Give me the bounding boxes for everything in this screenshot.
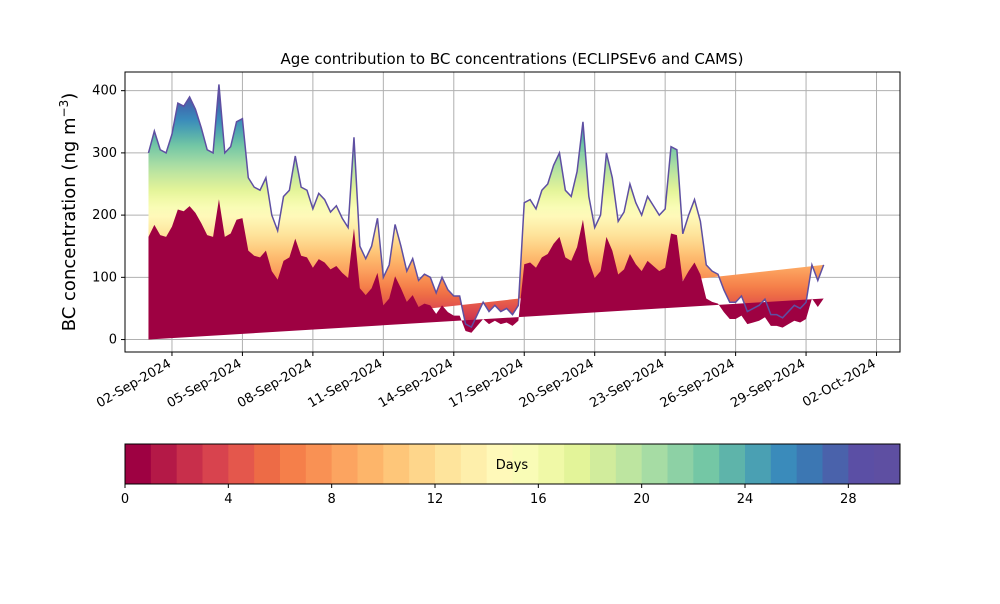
colorbar-swatch <box>305 444 333 484</box>
colorbar-swatch <box>150 444 178 484</box>
y-tick-label: 400 <box>92 84 117 99</box>
x-tick-label: 11-Sep-2024 <box>306 356 386 411</box>
colorbar-tick-label: 20 <box>633 492 650 507</box>
x-tick-label: 05-Sep-2024 <box>165 356 245 411</box>
colorbar-swatch <box>641 444 668 484</box>
colorbar-swatch <box>848 444 875 484</box>
x-tick-label: 14-Sep-2024 <box>376 356 456 411</box>
colorbar-tick-label: 28 <box>840 492 857 507</box>
y-tick-label: 200 <box>92 208 117 223</box>
area-age-0-day <box>148 199 824 340</box>
x-tick-label: 17-Sep-2024 <box>446 356 526 411</box>
colorbar-swatch <box>512 444 539 484</box>
area-layer <box>147 84 825 340</box>
colorbar-swatch <box>796 444 823 484</box>
area-top-edge <box>147 84 825 329</box>
x-tick-label: 02-Sep-2024 <box>94 356 174 411</box>
y-axis-label: BC concentration (ng m−3) <box>57 93 80 332</box>
x-tick-label: 08-Sep-2024 <box>235 356 315 411</box>
colorbar-swatch <box>770 444 798 484</box>
colorbar-swatch <box>331 444 358 484</box>
plot-frame <box>124 71 901 353</box>
colorbar-tick-label: 16 <box>530 492 547 507</box>
colorbar-swatch <box>693 444 720 484</box>
x-tick-label: 23-Sep-2024 <box>587 356 667 411</box>
colorbar-swatch <box>202 444 229 484</box>
colorbar-swatch <box>409 444 436 484</box>
colorbar-swatch <box>538 444 565 484</box>
colorbar-swatch <box>745 444 772 484</box>
x-tick-label: 02-Oct-2024 <box>800 356 878 410</box>
colorbar-swatch <box>874 444 901 484</box>
colorbar-tick-label: 8 <box>328 492 336 507</box>
colorbar-swatch <box>564 444 591 484</box>
colorbar-swatch <box>486 444 513 484</box>
x-tick-label: 26-Sep-2024 <box>658 356 738 411</box>
colorbar: 0 4 8 12 16 20 24 28 <box>121 443 901 507</box>
colorbar-frame <box>124 443 901 485</box>
colorbar-tick-label: 4 <box>224 492 232 507</box>
y-tick-label: 100 <box>92 270 117 285</box>
colorbar-swatch <box>590 444 617 484</box>
y-tick-label: 300 <box>92 146 117 161</box>
colorbar-tick-label: 12 <box>427 492 444 507</box>
colorbar-swatch <box>176 444 203 484</box>
colorbar-swatch <box>228 444 255 484</box>
y-tick-label: 0 <box>109 333 117 348</box>
colorbar-swatch <box>357 444 384 484</box>
colorbar-tick-label: 0 <box>121 492 129 507</box>
x-tick-label: 29-Sep-2024 <box>728 356 808 411</box>
colorbar-swatch <box>460 444 488 484</box>
colorbar-swatch <box>719 444 746 484</box>
colorbar-swatch <box>254 444 281 484</box>
colorbar-swatch <box>667 444 694 484</box>
chart-title: Age contribution to BC concentrations (E… <box>281 50 744 68</box>
colorbar-tick-label: 24 <box>737 492 754 507</box>
colorbar-swatch <box>822 444 849 484</box>
colorbar-swatch <box>615 444 643 484</box>
x-axis: 02-Sep-202405-Sep-202408-Sep-202411-Sep-… <box>94 352 879 411</box>
colorbar-swatch <box>383 444 410 484</box>
y-axis: 0 100 200 300 400 <box>92 84 125 348</box>
colorbar-swatch <box>435 444 462 484</box>
colorbar-swatch <box>280 444 307 484</box>
colorbar-swatch <box>125 444 152 484</box>
x-tick-label: 20-Sep-2024 <box>517 356 597 411</box>
colorbar-label: Days <box>496 458 529 473</box>
